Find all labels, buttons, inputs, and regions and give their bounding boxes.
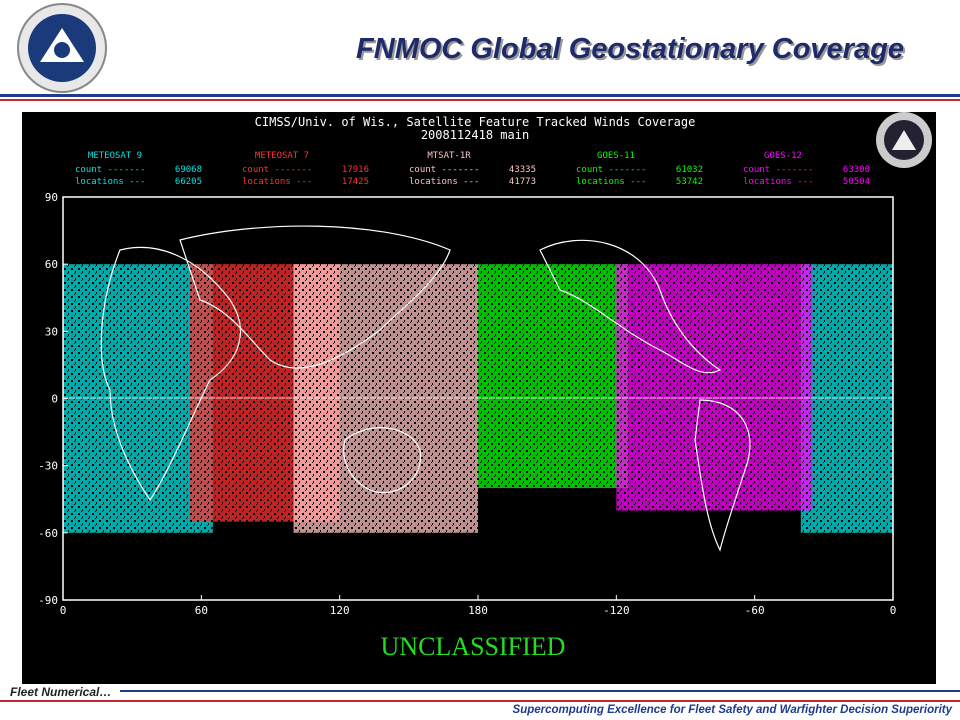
locations-value: 50504 <box>843 177 870 187</box>
image-title: CIMSS/Univ. of Wis., Satellite Feature T… <box>255 115 696 129</box>
satellite-name: GOES-12 <box>764 151 802 161</box>
classification: UNCLASSIFIED <box>381 632 566 661</box>
x-tick-label: 60 <box>195 604 208 617</box>
x-tick-label: -120 <box>603 604 630 617</box>
count-label: count ------- <box>75 165 145 175</box>
satellite-name: GOES-11 <box>597 151 635 161</box>
x-tick-label: 180 <box>468 604 488 617</box>
footer-rule <box>0 700 960 702</box>
y-tick-label: 30 <box>45 325 58 338</box>
satellite-name: METEOSAT 7 <box>255 151 309 161</box>
coverage-speckle <box>63 264 213 533</box>
x-tick-label: 120 <box>330 604 350 617</box>
locations-value: 17425 <box>342 177 369 187</box>
locations-label: locations --- <box>576 177 646 187</box>
logo <box>17 3 107 93</box>
count-label: count ------- <box>576 165 646 175</box>
footer-left: Fleet Numerical… <box>10 685 111 699</box>
x-tick-label: 0 <box>60 604 67 617</box>
count-value: 69068 <box>175 165 202 175</box>
coverage-speckle <box>800 264 893 533</box>
count-value: 17916 <box>342 165 369 175</box>
count-label: count ------- <box>242 165 312 175</box>
count-value: 61032 <box>676 165 703 175</box>
satellite-name: METEOSAT 9 <box>88 151 142 161</box>
count-value: 43335 <box>509 165 536 175</box>
locations-value: 41773 <box>509 177 536 187</box>
coverage-speckle <box>616 264 813 511</box>
coverage-speckle <box>478 264 628 489</box>
small-logo <box>876 112 932 168</box>
coverage-speckle <box>293 264 478 533</box>
locations-label: locations --- <box>409 177 479 187</box>
count-label: count ------- <box>743 165 813 175</box>
title-shadow: FNMOC Global Geostationary Coverage <box>358 35 906 67</box>
count-label: count ------- <box>409 165 479 175</box>
image-subtitle: 2008112418 main <box>421 128 529 142</box>
y-tick-label: 60 <box>45 258 58 271</box>
count-value: 63300 <box>843 165 870 175</box>
x-tick-label: -60 <box>745 604 765 617</box>
continents <box>100 225 751 552</box>
satellite-name: MTSAT-1R <box>427 151 471 161</box>
y-tick-label: -60 <box>38 527 58 540</box>
y-tick-label: 0 <box>51 393 58 406</box>
locations-label: locations --- <box>75 177 145 187</box>
header-rule <box>0 94 960 97</box>
locations-value: 53742 <box>676 177 703 187</box>
locations-label: locations --- <box>242 177 312 187</box>
y-tick-label: -90 <box>38 594 58 607</box>
footer-rule <box>120 690 960 692</box>
x-tick-label: 0 <box>890 604 897 617</box>
locations-value: 66205 <box>175 177 202 187</box>
header-rule <box>0 99 960 101</box>
y-tick-label: 90 <box>45 191 58 204</box>
footer-right: Supercomputing Excellence for Fleet Safe… <box>513 704 953 716</box>
slide-title: FNMOC Global Geostationary Coverage <box>356 33 904 65</box>
locations-label: locations --- <box>743 177 813 187</box>
y-tick-label: -30 <box>38 460 58 473</box>
